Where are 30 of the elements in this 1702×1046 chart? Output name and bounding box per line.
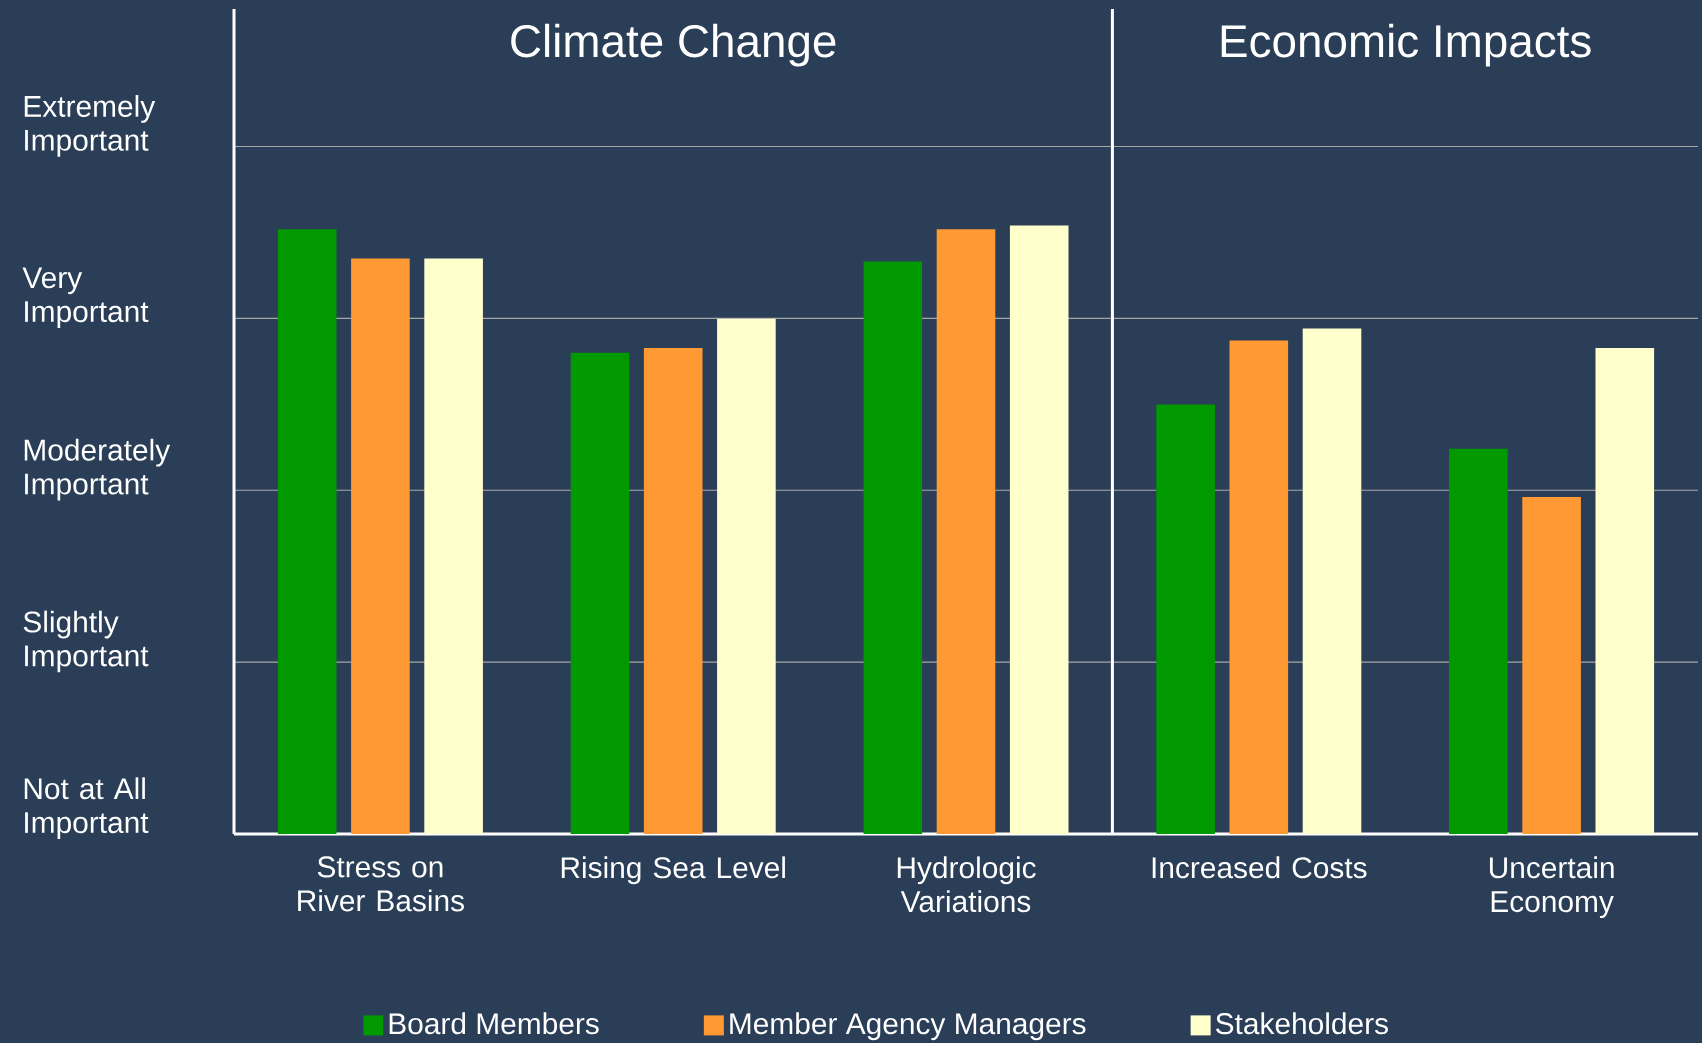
legend-label: Member Agency Managers: [730, 1012, 1086, 1040]
text: Not at All Important: [24, 777, 149, 839]
bar: [643, 347, 703, 834]
text: Very Important: [22, 267, 149, 328]
bar: [1449, 448, 1508, 834]
legend-label: Board Members: [389, 1012, 599, 1035]
bar: [570, 352, 630, 834]
text: Climate Change: [511, 23, 836, 67]
bar: [1156, 404, 1215, 834]
legend-label: Stakeholders: [1215, 1012, 1388, 1035]
x-tick-label: Uncertain Economy: [1489, 856, 1614, 918]
x-tick-label: Hydrologic Variations: [897, 856, 1036, 912]
text: Economic Impacts: [1221, 23, 1591, 67]
text: Extremely Important: [24, 94, 156, 157]
bar: [424, 258, 483, 834]
bar: [1302, 328, 1362, 834]
x-tick-label: Rising Sea Level: [561, 856, 785, 884]
bar: [351, 258, 410, 834]
bar: [717, 318, 776, 834]
bar: [1522, 496, 1581, 834]
bar: [863, 261, 923, 834]
x-tick-label: Stress on River Basins: [298, 856, 464, 912]
bar: [936, 229, 996, 834]
bar: [1229, 340, 1289, 834]
bar: [1009, 225, 1069, 834]
bar: [1595, 347, 1655, 834]
x-tick-label: Increased Costs: [1152, 856, 1367, 879]
text: Slightly Important: [23, 610, 149, 673]
bar: [277, 229, 337, 834]
text: Moderately Important: [24, 438, 171, 501]
